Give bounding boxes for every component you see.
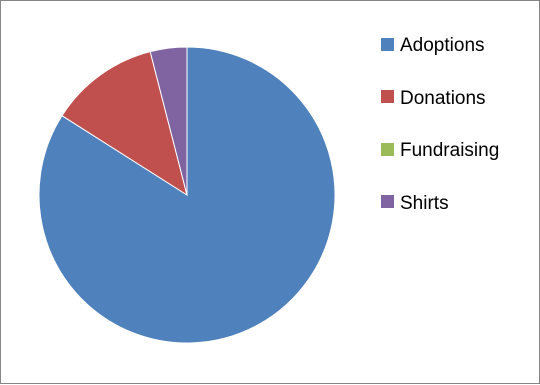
- legend-label-shirts: Shirts: [400, 192, 449, 214]
- legend-swatch-shirts: [381, 195, 394, 208]
- legend-item-adoptions: Adoptions: [381, 35, 499, 61]
- legend-swatch-adoptions: [381, 37, 394, 51]
- legend-label-donations: Donations: [400, 87, 486, 109]
- legend-swatch-fundraising: [381, 142, 394, 156]
- legend-label-fundraising: Fundraising: [400, 140, 500, 161]
- legend: Adoptions Donations Fundraising Shirts: [381, 35, 499, 245]
- legend-label-adoptions: Adoptions: [400, 35, 485, 56]
- legend-swatch-donations: [381, 90, 394, 103]
- legend-item-fundraising: Fundraising: [381, 140, 499, 166]
- pie-slice-donations: [61, 51, 188, 197]
- pie-slice-shirts: [149, 46, 188, 196]
- legend-item-shirts: Shirts: [381, 193, 499, 219]
- legend-item-donations: Donations: [381, 88, 499, 114]
